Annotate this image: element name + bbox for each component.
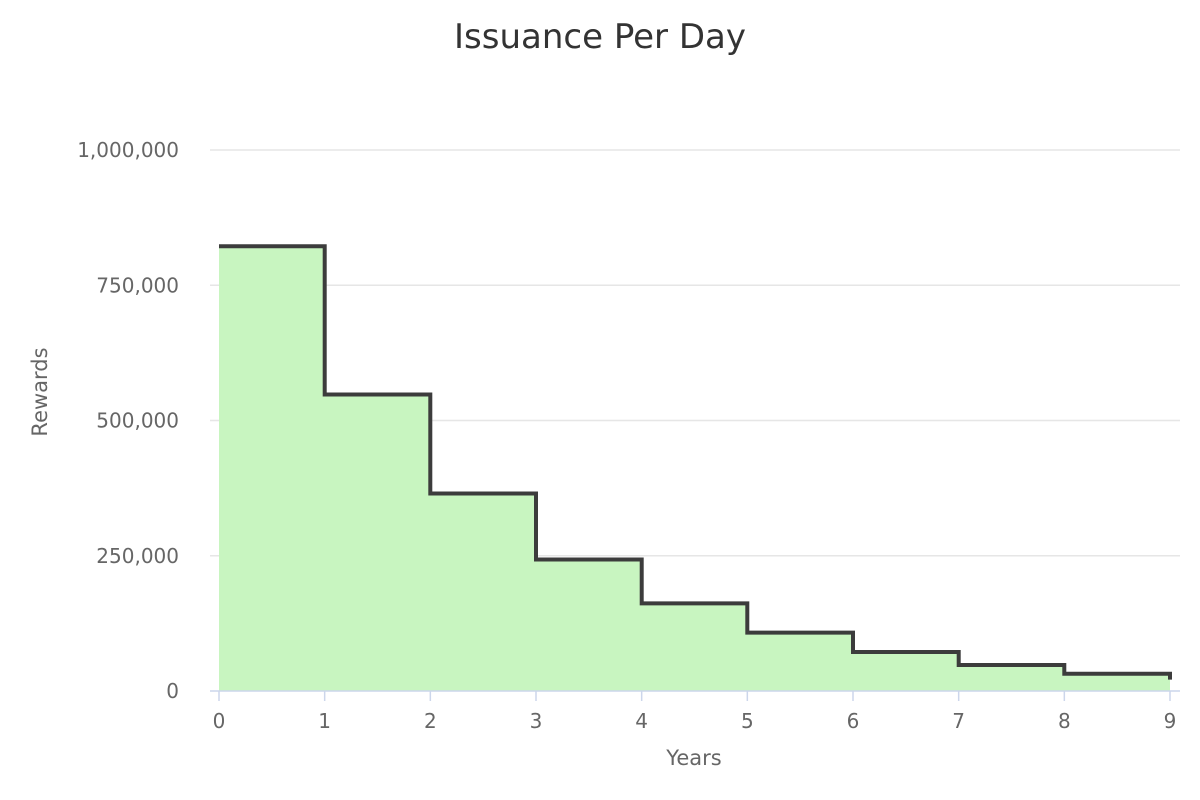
series-area-fill <box>219 246 1170 692</box>
y-tick-label: 250,000 <box>96 544 179 568</box>
x-tick-label: 8 <box>1058 709 1071 733</box>
x-tick-label: 2 <box>424 709 437 733</box>
x-axis-title: Years <box>665 746 721 770</box>
x-tick-label: 7 <box>952 709 965 733</box>
x-tick-label: 9 <box>1164 709 1177 733</box>
y-tick-label: 500,000 <box>96 409 179 433</box>
plot-area <box>219 244 1172 692</box>
y-tick-label: 1,000,000 <box>77 138 179 162</box>
x-tick-label: 6 <box>847 709 860 733</box>
x-tick-label: 4 <box>635 709 648 733</box>
x-tick-label: 5 <box>741 709 754 733</box>
chart-title: Issuance Per Day <box>454 17 746 57</box>
axes: 0 250,000 500,000 750,000 1,000,000 0 1 2 3 4 5 6 7 8… <box>77 138 1180 733</box>
y-tick-label: 0 <box>166 679 179 703</box>
x-tick-label: 1 <box>318 709 331 733</box>
y-axis-title: Rewards <box>28 347 52 436</box>
y-tick-label: 750,000 <box>96 273 179 297</box>
series-step-line <box>219 244 1172 680</box>
x-tick-label: 3 <box>530 709 543 733</box>
x-tick-label: 0 <box>213 709 226 733</box>
